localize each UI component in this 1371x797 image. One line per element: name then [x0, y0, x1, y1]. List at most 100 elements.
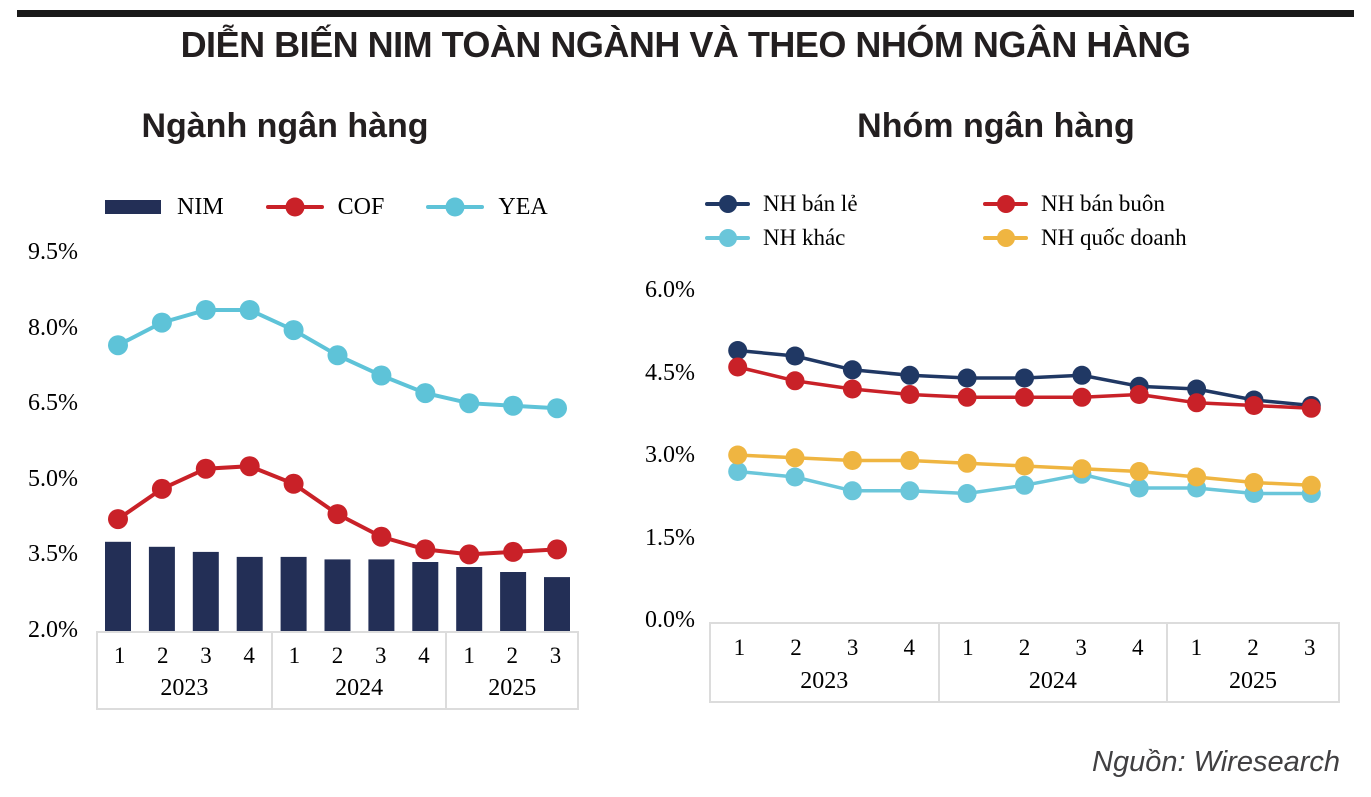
- data-point: [371, 526, 392, 547]
- data-point: [1129, 462, 1149, 481]
- legend-label-yea: YEA: [498, 194, 548, 220]
- bar: [456, 567, 483, 631]
- data-point: [900, 481, 920, 501]
- data-point: [842, 360, 862, 380]
- bar: [105, 541, 131, 631]
- data-point: [957, 368, 977, 388]
- top-divider-bar: [17, 10, 1354, 17]
- data-point: [842, 379, 862, 399]
- y-tick-label: 3.0%: [645, 442, 695, 468]
- data-point: [1301, 475, 1321, 495]
- data-point: [195, 458, 216, 479]
- data-point: [151, 312, 172, 333]
- year-section-2024: 1 2 3 4 2024: [937, 624, 1167, 701]
- data-point: [900, 385, 920, 404]
- left-y-axis: 9.5% 8.0% 6.5% 5.0% 3.5% 2.0%: [0, 230, 78, 643]
- year-label: 2025: [1229, 668, 1278, 694]
- data-point: [503, 541, 524, 562]
- data-point: [785, 448, 805, 468]
- y-tick-label: 0.0%: [645, 607, 695, 633]
- data-point: [1072, 459, 1092, 479]
- legend-label-nh-ban-le: NH bán lẻ: [763, 190, 858, 216]
- quarter-label: 4: [903, 635, 915, 660]
- year-label: 2025: [488, 675, 537, 701]
- data-point: [1244, 396, 1264, 415]
- right-chart-plot: [728, 341, 1321, 503]
- data-point: [728, 445, 748, 465]
- quarter-labels-row: 1 2 3 4: [273, 633, 446, 675]
- quarter-labels-row: 1 2 3 4: [98, 633, 271, 675]
- data-point: [108, 335, 128, 356]
- data-point: [842, 451, 862, 470]
- year-label: 2024: [1028, 668, 1077, 694]
- y-tick-label: 3.5%: [28, 541, 78, 568]
- quarter-label: 3: [374, 643, 387, 668]
- data-point: [239, 300, 260, 320]
- y-tick-label: 9.5%: [28, 239, 78, 265]
- data-point: [327, 345, 348, 366]
- quarter-label: 4: [243, 643, 255, 668]
- series-0-bar: [105, 541, 570, 631]
- data-point: [957, 484, 977, 503]
- nim-bar-swatch: [105, 200, 161, 214]
- y-tick-label: 6.5%: [28, 390, 78, 417]
- series-2-line: [108, 300, 567, 419]
- data-point: [785, 371, 805, 391]
- nh-quoc-doanh-line-swatch: [983, 228, 1028, 247]
- quarter-label: 4: [1132, 635, 1144, 660]
- legend-item-yea: YEA: [426, 192, 548, 222]
- quarter-label: 2: [157, 643, 169, 668]
- quarter-label: 1: [463, 643, 475, 668]
- series-1-line: [728, 357, 1321, 418]
- cof-dot-icon: [285, 197, 305, 217]
- legend-label-cof: COF: [337, 194, 385, 220]
- quarter-label: 1: [288, 643, 301, 668]
- data-point: [1129, 385, 1149, 404]
- bar: [192, 551, 219, 631]
- year-section-2025: 1 2 3 2025: [445, 633, 577, 708]
- quarter-label: 3: [200, 643, 212, 668]
- year-section-2023: 1 2 3 4 2023: [711, 624, 938, 701]
- series-1-line: [108, 456, 567, 565]
- quarter-label: 4: [418, 643, 430, 668]
- data-point: [957, 453, 977, 473]
- data-point: [1072, 365, 1092, 385]
- series-0-line: [728, 341, 1321, 415]
- y-tick-label: 6.0%: [645, 277, 695, 303]
- bar: [280, 556, 307, 631]
- year-section-2024: 1 2 3 4 2024: [270, 633, 446, 708]
- cof-line-swatch: [265, 197, 324, 217]
- data-point: [459, 544, 480, 565]
- data-point: [1129, 478, 1149, 498]
- legend-item-nh-ban-buon: NH bán buôn: [983, 189, 1187, 218]
- nh-ban-le-dot-icon: [718, 194, 737, 213]
- legend-item-cof: COF: [265, 192, 385, 222]
- data-point: [1015, 387, 1034, 407]
- legend-label-nh-ban-buon: NH bán buôn: [1041, 190, 1165, 216]
- bar: [324, 559, 351, 631]
- right-chart-legend: NH bán lẻ NH bán buôn NH khác NH quốc do…: [705, 189, 1187, 252]
- left-chart-title: Ngành ngân hàng: [141, 107, 429, 145]
- data-point: [1244, 473, 1264, 492]
- data-point: [900, 451, 920, 470]
- legend-item-nim: NIM: [105, 192, 224, 222]
- data-point: [151, 478, 172, 499]
- data-point: [1072, 387, 1092, 407]
- data-point: [283, 320, 304, 341]
- quarter-label: 3: [846, 635, 859, 660]
- data-point: [108, 509, 128, 530]
- quarter-label: 3: [549, 643, 562, 668]
- nh-khac-line-swatch: [705, 228, 750, 247]
- data-point: [459, 393, 480, 414]
- data-point: [1301, 398, 1321, 418]
- y-tick-label: 5.0%: [28, 465, 78, 492]
- data-point: [1015, 368, 1034, 388]
- year-label: 2023: [800, 668, 849, 694]
- data-point: [415, 383, 436, 404]
- data-point: [1187, 379, 1207, 399]
- y-tick-label: 1.5%: [645, 524, 695, 551]
- quarter-labels-row: 1 2 3 4: [711, 624, 938, 668]
- data-point: [283, 473, 304, 494]
- quarter-label: 1: [1190, 635, 1203, 660]
- quarter-label: 2: [1247, 635, 1259, 660]
